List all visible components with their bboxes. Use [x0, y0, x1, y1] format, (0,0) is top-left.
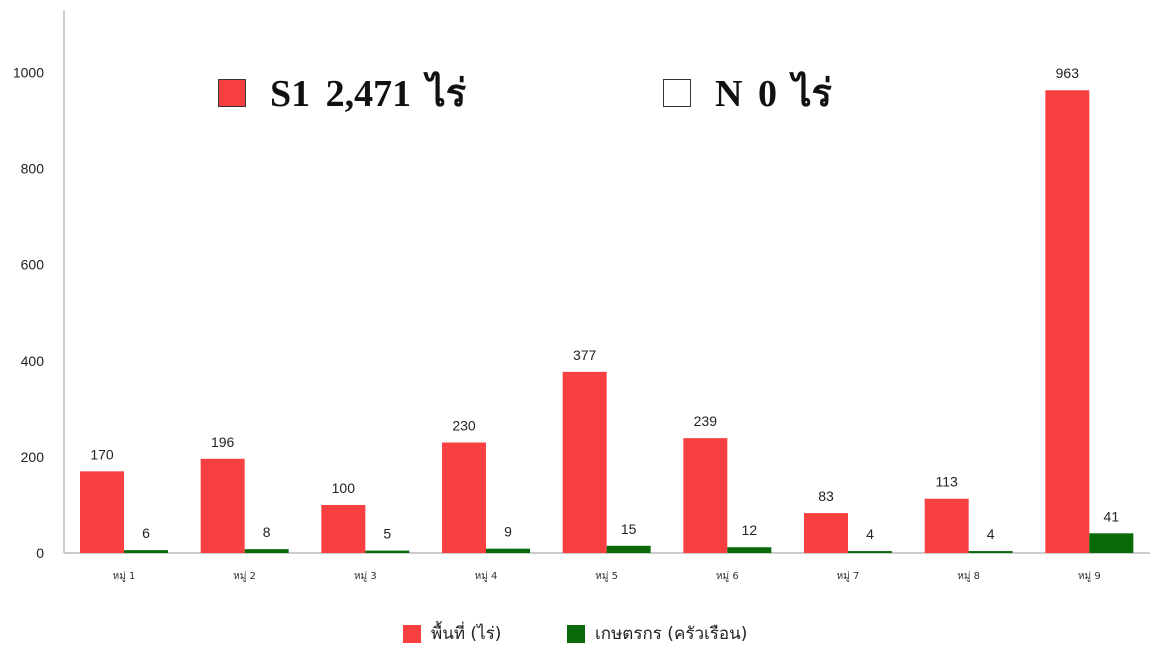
- bar-farmers: [486, 548, 530, 553]
- legend-item-area: พื้นที่ (ไร่): [403, 620, 501, 647]
- legend-swatch-farmers: [567, 624, 585, 643]
- x-tick-label: หมู่ 4: [475, 571, 498, 582]
- bar-area: [562, 371, 607, 553]
- data-label-farmers: 6: [142, 525, 150, 541]
- data-label-farmers: 12: [742, 522, 758, 538]
- bar-area: [80, 471, 124, 553]
- x-tick-label: หมู่ 3: [354, 571, 377, 582]
- y-tick-label: 400: [21, 353, 45, 369]
- data-label-area: 377: [573, 347, 597, 363]
- bar-area: [321, 504, 366, 553]
- data-label-area: 239: [694, 413, 718, 429]
- x-tick-label: หมู่ 8: [957, 571, 980, 582]
- bar-farmers: [848, 551, 892, 553]
- bar-farmers: [1089, 533, 1134, 553]
- data-label-farmers: 8: [263, 524, 271, 540]
- summary-n-label: N 0 ไร่: [715, 73, 832, 115]
- bar-farmers: [124, 550, 168, 553]
- x-tick-label: หมู่ 9: [1078, 571, 1101, 582]
- data-label-farmers: 5: [383, 526, 391, 542]
- bar-farmers: [727, 547, 772, 553]
- summary-n: N 0 ไร่: [663, 62, 832, 123]
- legend-swatch-area: [403, 624, 421, 643]
- data-label-farmers: 9: [504, 524, 512, 540]
- summary-s1-label: S1 2,471 ไร่: [270, 73, 467, 115]
- x-tick-label: หมู่ 2: [233, 571, 256, 582]
- y-tick-label: 600: [21, 257, 45, 273]
- x-tick-label: หมู่ 7: [837, 571, 860, 582]
- bar-area: [442, 442, 486, 553]
- data-label-area: 963: [1056, 65, 1080, 81]
- data-label-farmers: 41: [1104, 508, 1120, 524]
- data-label-farmers: 4: [987, 526, 995, 542]
- data-label-area: 113: [936, 474, 959, 490]
- x-tick-label: หมู่ 6: [716, 571, 739, 582]
- legend-label-area: พื้นที่ (ไร่): [431, 624, 502, 644]
- data-label-farmers: 15: [621, 521, 637, 537]
- summary-s1-swatch: [218, 78, 246, 107]
- x-tick-label: หมู่ 5: [595, 571, 618, 582]
- data-label-area: 196: [211, 434, 235, 450]
- data-label-area: 170: [90, 446, 114, 462]
- bar-area: [683, 438, 728, 553]
- bar-area: [924, 498, 969, 553]
- y-tick-label: 0: [36, 545, 44, 561]
- bar-area: [200, 458, 245, 553]
- bar-area: [804, 513, 848, 553]
- bar-farmers: [244, 549, 289, 553]
- y-tick-label: 200: [21, 449, 45, 465]
- summary-n-swatch: [663, 78, 691, 107]
- legend-label-farmers: เกษตรกร (ครัวเรือน): [595, 624, 748, 644]
- data-label-farmers: 4: [866, 526, 874, 542]
- legend-item-farmers: เกษตรกร (ครัวเรือน): [567, 620, 747, 647]
- y-tick-label: 800: [21, 161, 45, 177]
- bar-area: [1045, 90, 1090, 554]
- bar-farmers: [365, 550, 410, 553]
- x-tick-label: หมู่ 1: [113, 571, 136, 582]
- data-label-area: 83: [818, 488, 834, 504]
- y-tick-label: 1000: [13, 64, 44, 80]
- bar-farmers: [606, 545, 651, 553]
- data-label-area: 230: [452, 417, 476, 433]
- summary-s1: S1 2,471 ไร่: [218, 62, 466, 123]
- bar-farmers: [968, 551, 1013, 553]
- data-label-area: 100: [332, 480, 356, 496]
